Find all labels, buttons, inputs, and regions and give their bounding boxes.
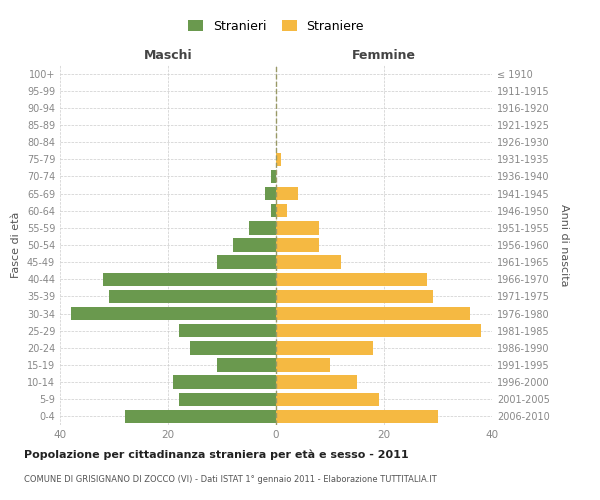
Bar bbox=[276, 238, 319, 252]
Bar bbox=[217, 358, 276, 372]
Bar bbox=[276, 341, 373, 354]
Bar bbox=[103, 272, 276, 286]
Bar bbox=[249, 221, 276, 234]
Bar bbox=[276, 392, 379, 406]
Legend: Stranieri, Straniere: Stranieri, Straniere bbox=[184, 16, 368, 37]
Bar bbox=[179, 324, 276, 338]
Bar bbox=[276, 221, 319, 234]
Bar bbox=[276, 410, 438, 423]
Bar bbox=[109, 290, 276, 303]
Bar bbox=[71, 307, 276, 320]
Bar bbox=[276, 187, 298, 200]
Bar bbox=[190, 341, 276, 354]
Bar bbox=[276, 272, 427, 286]
Y-axis label: Fasce di età: Fasce di età bbox=[11, 212, 21, 278]
Bar bbox=[276, 324, 481, 338]
Bar bbox=[173, 376, 276, 389]
Y-axis label: Anni di nascita: Anni di nascita bbox=[559, 204, 569, 286]
Text: Popolazione per cittadinanza straniera per età e sesso - 2011: Popolazione per cittadinanza straniera p… bbox=[24, 450, 409, 460]
Bar bbox=[276, 204, 287, 218]
Bar bbox=[276, 358, 330, 372]
Text: COMUNE DI GRISIGNANO DI ZOCCO (VI) - Dati ISTAT 1° gennaio 2011 - Elaborazione T: COMUNE DI GRISIGNANO DI ZOCCO (VI) - Dat… bbox=[24, 475, 437, 484]
Bar bbox=[125, 410, 276, 423]
Bar bbox=[217, 256, 276, 269]
Bar bbox=[276, 256, 341, 269]
Text: Femmine: Femmine bbox=[352, 48, 416, 62]
Bar bbox=[276, 307, 470, 320]
Bar bbox=[179, 392, 276, 406]
Bar bbox=[276, 290, 433, 303]
Bar bbox=[271, 170, 276, 183]
Bar bbox=[233, 238, 276, 252]
Bar bbox=[276, 376, 357, 389]
Bar bbox=[265, 187, 276, 200]
Bar bbox=[271, 204, 276, 218]
Bar bbox=[276, 152, 281, 166]
Text: Maschi: Maschi bbox=[143, 48, 193, 62]
